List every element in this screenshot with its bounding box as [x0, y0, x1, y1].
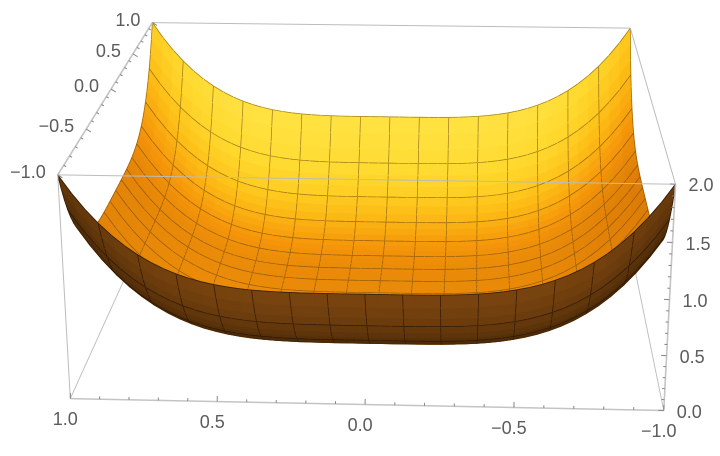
surface-plot-canvas[interactable]	[0, 0, 720, 456]
plot3d-figure: 1.0 0.5 0.0 −0.5 −1.0 −1.0 −0.5 0.0 0.5 1.0 0.0 0.5…	[0, 0, 720, 456]
